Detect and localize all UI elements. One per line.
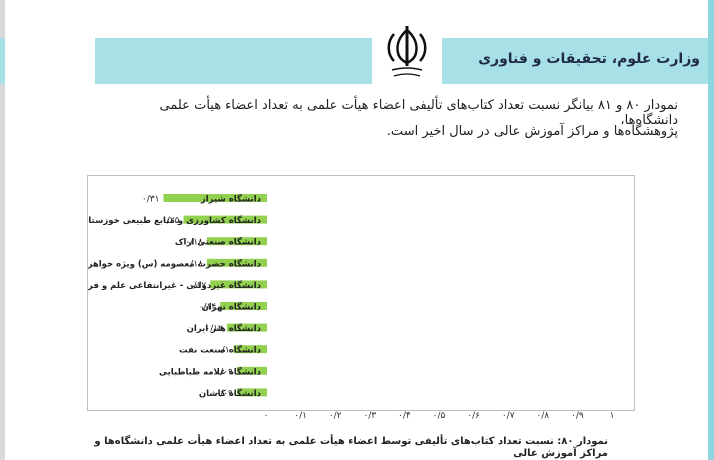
chart-area: دانشگاه شیراز ۰/۳۱ دانشگاه کشاورزی و منابع…	[70, 175, 635, 411]
bar	[206, 258, 267, 267]
emblem-icon	[387, 26, 427, 77]
bar	[236, 366, 267, 375]
x-tick-label: ۰/۹	[571, 411, 584, 421]
value-label: ۰/۱۸	[185, 259, 203, 269]
value-label: ۰/۱۸	[185, 238, 203, 248]
bar	[226, 323, 267, 332]
chart-caption: نمودار ۸۰: نسبت تعداد کتاب‌های تألیفی تو…	[94, 436, 608, 459]
bar	[210, 280, 267, 289]
bar	[183, 215, 267, 224]
category-label: دانشگاه کشاورزی و منابع طبیعی خوزستان	[88, 215, 262, 226]
header-band	[0, 38, 708, 84]
category-label: دانشگاه کاشان	[199, 388, 262, 399]
category-label: دانشگاه تهران	[202, 302, 262, 313]
x-tick-label: ۰/۲	[328, 411, 342, 421]
x-tick-label: ۰/۳	[363, 411, 377, 421]
value-label: ۰/۲۵	[162, 216, 180, 226]
emblem-logo	[372, 20, 442, 90]
x-tick-label: ۰/۱	[294, 411, 307, 421]
value-label: ۰/۱۲	[205, 324, 223, 334]
x-tick-label: ۰/۴	[398, 411, 411, 421]
x-tick-label: ۰/۸	[536, 411, 550, 421]
value-label: ۰/۱	[217, 346, 230, 356]
intro-line-1: نمودار ۸۰ و ۸۱ بیانگر نسبت تعداد کتاب‌ها…	[159, 98, 678, 128]
category-label: دانشگاه هنر ایران	[187, 323, 262, 334]
category-label: دانشگاه صنعت نفت	[179, 345, 262, 356]
left-frame	[0, 0, 5, 460]
header-left-block	[5, 38, 95, 84]
right-frame	[708, 0, 714, 460]
category-label: دانشگاه شیراز	[200, 194, 262, 205]
value-label: ۰/۰۹	[215, 389, 233, 399]
bar	[236, 388, 267, 397]
bar-chart: دانشگاه شیراز ۰/۳۱ دانشگاه کشاورزی و منابع…	[70, 194, 267, 399]
value-label: ۰/۱۷	[189, 281, 207, 291]
x-tick-label: ۰/۵	[432, 411, 446, 421]
category-label: دانشگاه حضرت معصومه (س) ویژه خواهران	[88, 258, 262, 269]
intro-line-2: پژوهشگاه‌ها و مراکز آموزش عالی در سال اخ…	[386, 124, 678, 139]
bar	[220, 302, 267, 310]
category-label: دانشگاه علامه طباطبایی	[159, 366, 262, 377]
category-label: دانشگاه صنعتی اراک	[175, 237, 262, 248]
x-tick-label: ۰	[263, 411, 269, 421]
x-tick-label: ۰/۶	[467, 411, 480, 421]
bar	[233, 345, 267, 354]
value-label: ۰/۳۱	[142, 195, 160, 205]
category-label: دانشگاه غیردولتی - غیرانتفاعی علم و فرهن…	[88, 280, 262, 291]
value-label: ۰/۱۴	[199, 303, 217, 313]
bar	[163, 194, 267, 202]
bar	[206, 237, 267, 246]
ministry-title: وزارت علوم، تحقیقات و فناوری	[478, 51, 700, 67]
x-tick-label: ۰/۷	[501, 411, 515, 421]
value-label: ۰/۰۹	[215, 367, 233, 377]
x-tick-label: ۱	[609, 411, 615, 421]
